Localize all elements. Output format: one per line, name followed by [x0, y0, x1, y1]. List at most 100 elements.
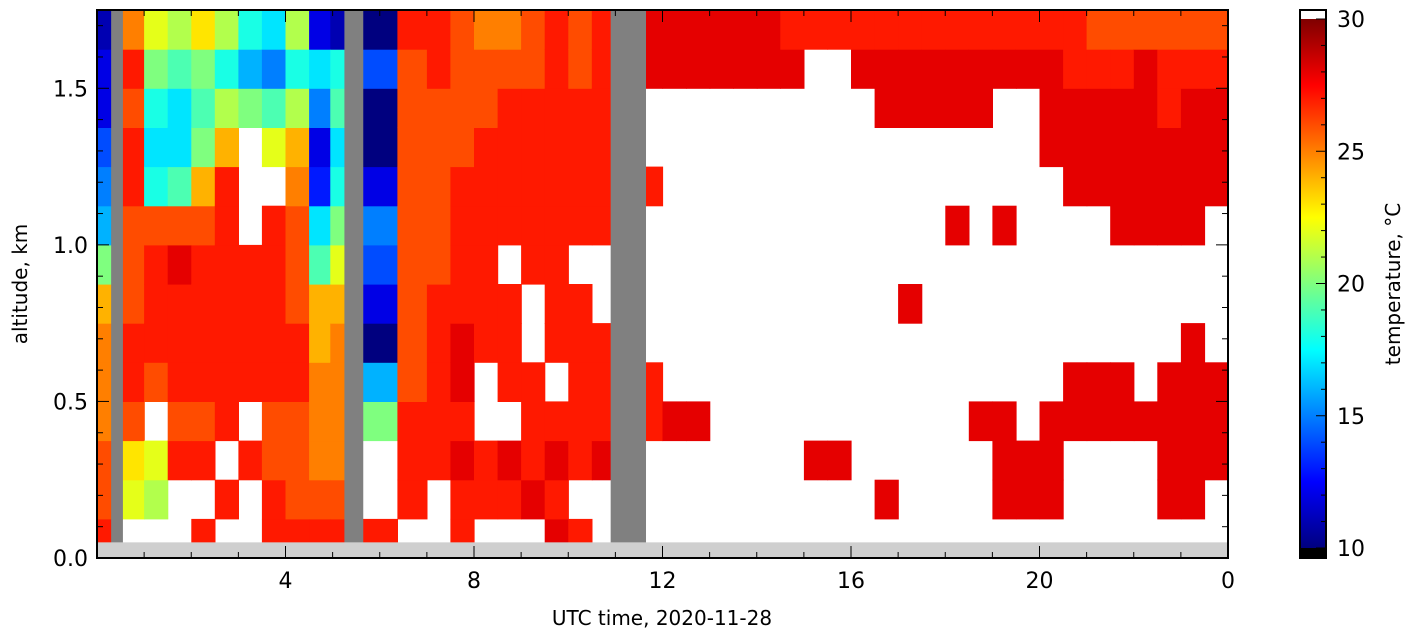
heatmap-cell	[733, 49, 758, 89]
heatmap-cell	[568, 284, 593, 324]
heatmap-cell	[120, 323, 145, 363]
heatmap-cell	[921, 88, 946, 128]
heatmap-cell	[1015, 10, 1041, 50]
heatmap-cell	[544, 166, 569, 207]
heatmap-cell	[1133, 10, 1158, 50]
heatmap-cell	[1063, 166, 1088, 207]
heatmap-cell	[1110, 401, 1135, 442]
heatmap-cell	[238, 362, 263, 402]
heatmap-cell	[1204, 49, 1228, 89]
heatmap-cell	[309, 88, 331, 128]
heatmap-cell	[1157, 205, 1182, 246]
colorbar-tick-label: 15	[1337, 405, 1365, 430]
heatmap-cell	[521, 244, 546, 285]
heatmap-cell	[309, 49, 331, 89]
heatmap-cell	[992, 10, 1017, 50]
heatmap-cell	[874, 88, 899, 128]
heatmap-cell	[756, 49, 781, 89]
heatmap-cell	[167, 323, 192, 363]
x-tick-label: 16	[837, 569, 865, 594]
colorbar-label: temperature, °C	[1381, 203, 1405, 365]
heatmap-cell	[1180, 49, 1206, 89]
heatmap-cell	[214, 323, 239, 363]
heatmap-cell	[1204, 440, 1228, 481]
heatmap-cell	[144, 244, 169, 285]
heatmap-cell	[1086, 10, 1111, 50]
x-axis-ticks: 4 8 12 16 20 0	[143, 10, 1235, 594]
heatmap-cell	[1157, 166, 1182, 207]
heatmap-cell	[474, 440, 499, 481]
heatmap-cell	[144, 440, 169, 481]
heatmap-cell	[474, 10, 499, 50]
heatmap-cell	[1157, 88, 1182, 128]
heatmap-cell	[851, 10, 876, 50]
x-tick-label: 4	[279, 569, 293, 594]
heatmap-cell	[1180, 362, 1206, 402]
heatmap-cell	[1204, 88, 1228, 128]
heatmap-cell	[521, 362, 546, 402]
heatmap-cell	[1039, 479, 1064, 520]
colorbar-tick-label: 20	[1337, 273, 1365, 298]
heatmap-cell	[968, 88, 993, 128]
heatmap-cell	[167, 88, 192, 128]
heatmap-cell	[167, 10, 192, 50]
heatmap-cell	[120, 479, 145, 520]
heatmap-cell	[450, 127, 475, 168]
heatmap-cell	[359, 205, 398, 246]
heatmap-cell	[285, 88, 310, 128]
heatmap-cell	[285, 166, 310, 207]
heatmap-cell	[1204, 362, 1228, 402]
heatmap-cell	[827, 440, 852, 481]
heatmap-cell	[662, 401, 687, 442]
heatmap-cell	[1180, 440, 1206, 481]
heatmap-cell	[521, 401, 546, 442]
heatmap-cell	[309, 166, 331, 207]
heatmap-cell	[474, 323, 499, 363]
heatmap-cell	[120, 127, 145, 168]
heatmap-cell	[921, 10, 946, 50]
heatmap-cell	[1180, 166, 1206, 207]
heatmap-cell	[474, 205, 499, 246]
y-tick-label: 1.0	[53, 234, 88, 259]
heatmap-cell	[285, 401, 310, 442]
heatmap-cell	[521, 166, 546, 207]
heatmap-cell	[803, 10, 829, 50]
heatmap-cell	[167, 440, 192, 481]
colorbar-no-data-cap	[1300, 10, 1326, 19]
heatmap-cell	[1133, 205, 1158, 246]
heatmap-cell	[144, 205, 169, 246]
heatmap-cell	[238, 244, 263, 285]
heatmap-cell	[167, 362, 192, 402]
heatmap-cell	[426, 205, 452, 246]
heatmap-cell	[662, 49, 687, 89]
heatmap-cell	[568, 362, 593, 402]
heatmap-cell	[285, 127, 310, 168]
heatmap-cell	[1157, 440, 1182, 481]
heatmap-cell	[285, 49, 310, 89]
heatmap-cell	[120, 49, 145, 89]
heatmap-cell	[851, 49, 876, 89]
y-axis-ticks: 0.0 0.5 1.0 1.5	[53, 25, 1228, 572]
heatmap-cell	[397, 127, 428, 168]
heatmap-cell	[568, 49, 593, 89]
x-tick-label: 12	[649, 569, 677, 594]
y-tick-label: 0.0	[53, 547, 88, 572]
heatmap-cell	[1063, 127, 1088, 168]
heatmap-cell	[497, 323, 522, 363]
heatmap-cell	[450, 479, 475, 520]
heatmap-cell	[309, 205, 331, 246]
heatmap-cell	[191, 88, 216, 128]
heatmap-cell	[450, 284, 475, 324]
heatmap-cell	[945, 205, 970, 246]
heatmap-cell	[426, 166, 452, 207]
heatmap-cell	[359, 284, 398, 324]
heatmap-cell	[144, 10, 169, 50]
heatmap-cell	[474, 244, 499, 285]
heatmap-cell	[568, 10, 593, 50]
heatmap-cell	[191, 166, 216, 207]
heatmap-cell	[397, 440, 428, 481]
heatmap-cell	[450, 440, 475, 481]
colorbar-tick-label: 25	[1337, 140, 1365, 165]
heatmap-cell	[191, 10, 216, 50]
